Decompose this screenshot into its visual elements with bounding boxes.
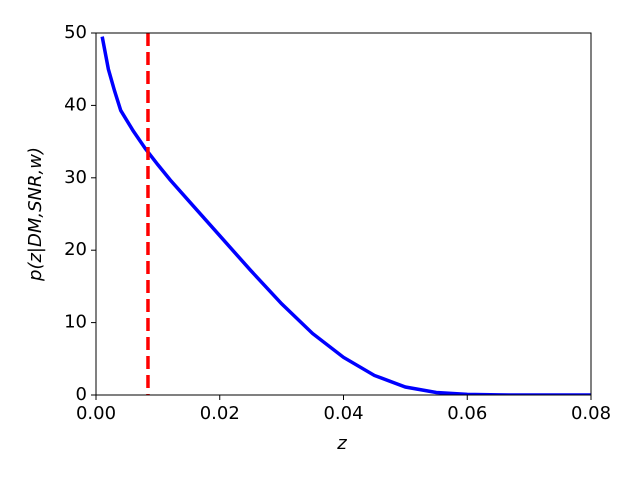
y-axis-label: p(z|DM,SNR,w) bbox=[25, 147, 46, 282]
x-tick-label: 0.08 bbox=[571, 403, 611, 424]
plot-frame bbox=[95, 32, 592, 396]
x-axis-label: z bbox=[336, 433, 347, 454]
x-tick-label: 0.06 bbox=[447, 403, 487, 424]
x-tick-label: 0.04 bbox=[323, 403, 363, 424]
line bbox=[100, 36, 591, 395]
y-tick-label: 40 bbox=[64, 94, 87, 115]
x-tick-label: 0.02 bbox=[200, 403, 240, 424]
y-tick-label: 50 bbox=[64, 22, 87, 43]
y-tick-label: 10 bbox=[64, 312, 87, 333]
y-tick-label: 30 bbox=[64, 167, 87, 188]
y-tick-label: 0 bbox=[76, 384, 87, 405]
y-tick-label: 20 bbox=[64, 239, 87, 260]
x-tick-label: 0.00 bbox=[76, 403, 116, 424]
